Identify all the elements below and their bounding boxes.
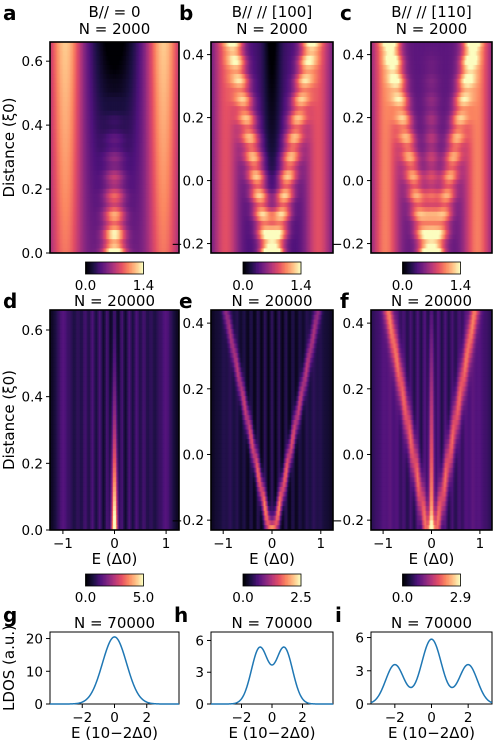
y-tick-label-0-2: 0.4: [22, 118, 43, 134]
y-tick-label-0-0: 0.0: [22, 246, 43, 262]
y-tick-label-0-3: 0.6: [22, 54, 43, 70]
y-axis-label-0: Distance (ξ0): [0, 98, 18, 198]
heatmap-a: [50, 42, 180, 254]
colorbar-a: [86, 262, 144, 274]
panel-title-1-line-1: N = 2000: [236, 20, 308, 38]
panel-title-0-line-0: B// = 0: [88, 3, 140, 21]
y-tick-label-0-1: 0.2: [22, 182, 43, 198]
panel-letter-a: a: [3, 1, 17, 25]
panel-title-1-line-0: B// // [100]: [232, 3, 312, 21]
panel-title-0-line-1: N = 2000: [79, 20, 151, 38]
heatmap-b: [211, 42, 334, 254]
